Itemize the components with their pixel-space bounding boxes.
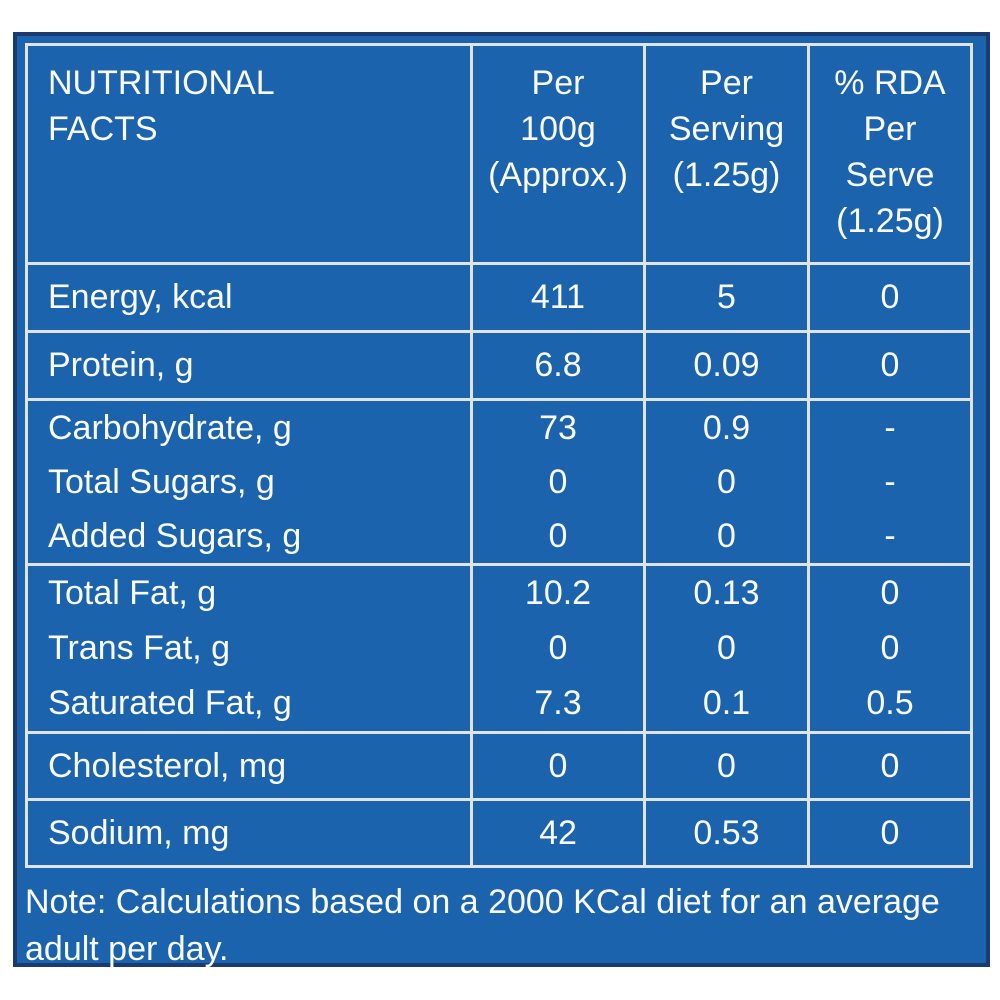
rda-cell: 0 — [807, 798, 973, 868]
header-line: Serve — [845, 156, 935, 194]
per-100g-cell: 0 — [470, 731, 646, 801]
nutrient-label: Cholesterol, mg — [48, 746, 287, 785]
per-serving-cell: 0.53 — [643, 798, 810, 868]
header-nutritional-facts: NUTRITIONAL FACTS — [25, 43, 473, 265]
nutrient-value: 7.3 — [534, 684, 582, 722]
per-serving-cell: 0 — [643, 731, 810, 801]
header-line: NUTRITIONAL — [48, 64, 275, 102]
row-label-cell: Protein, g — [25, 330, 473, 401]
nutrient-value: 0.5 — [866, 684, 914, 722]
header-line: (Approx.) — [488, 156, 628, 194]
nutrient-value: 0 — [880, 574, 900, 612]
per-100g-cell: 411 — [470, 262, 646, 333]
header-per-serving: Per Serving (1.25g) — [643, 43, 810, 265]
per-100g-cell: 73 0 0 — [470, 398, 646, 566]
header-line: (1.25g) — [836, 202, 944, 240]
nutrient-value: 0 — [548, 746, 568, 785]
header-rda-per-serve: % RDA Per Serve (1.25g) — [807, 43, 973, 265]
nutrient-label: Sodium, mg — [48, 813, 230, 852]
nutrition-facts-table: NUTRITIONAL FACTS Per 100g (Approx.) Per… — [25, 43, 973, 868]
per-100g-cell: 42 — [470, 798, 646, 868]
row-label-cell: Energy, kcal — [25, 262, 473, 333]
header-line: 100g — [520, 110, 596, 148]
per-100g-cell: 6.8 — [470, 330, 646, 401]
nutrient-label: Total Fat, g — [48, 574, 217, 612]
per-serving-cell: 0.9 0 0 — [643, 398, 810, 566]
nutrient-label: Added Sugars, g — [48, 517, 302, 555]
per-100g-cell: 10.2 0 7.3 — [470, 563, 646, 734]
table-row-energy: Energy, kcal 411 5 0 — [25, 262, 973, 333]
rda-cell: 0 0 0.5 — [807, 563, 973, 734]
table-row-protein: Protein, g 6.8 0.09 0 — [25, 330, 973, 401]
header-line: Per — [700, 64, 753, 102]
nutrient-value: - — [884, 409, 896, 447]
nutrient-label: Total Sugars, g — [48, 463, 275, 501]
table-row-fat-group: Total Fat, g Trans Fat, g Saturated Fat,… — [25, 563, 973, 734]
nutrient-value: 0 — [717, 746, 736, 785]
nutrient-value: 0.13 — [693, 574, 760, 612]
header-line: FACTS — [48, 110, 158, 148]
header-line: Per — [863, 110, 917, 148]
rda-cell: 0 — [807, 330, 973, 401]
nutrient-value: 42 — [539, 813, 577, 852]
nutrient-value: 6.8 — [534, 346, 582, 384]
nutrition-label-panel: NUTRITIONAL FACTS Per 100g (Approx.) Per… — [13, 32, 990, 968]
nutrient-value: 0.9 — [702, 409, 751, 447]
nutrient-value: 0 — [717, 629, 736, 667]
nutrient-label: Energy, kcal — [48, 278, 233, 316]
nutrient-value: 0 — [880, 629, 900, 667]
nutrient-value: 0 — [717, 463, 736, 501]
row-label-cell: Carbohydrate, g Total Sugars, g Added Su… — [25, 398, 473, 566]
nutrient-value: 0 — [880, 813, 900, 852]
nutrient-value: 411 — [530, 278, 586, 316]
nutrient-value: 0.1 — [702, 684, 751, 722]
nutrient-value: 0.09 — [693, 346, 760, 384]
nutrient-value: 5 — [717, 278, 736, 316]
header-line: % RDA — [834, 64, 946, 102]
nutrient-label: Saturated Fat, g — [48, 684, 292, 722]
table-header-row: NUTRITIONAL FACTS Per 100g (Approx.) Per… — [25, 43, 973, 265]
note-text: Note: Calculations based on a 2000 KCal … — [25, 883, 940, 968]
table-row-sodium: Sodium, mg 42 0.53 0 — [25, 798, 973, 868]
nutrient-value: 0 — [880, 346, 900, 384]
row-label-cell: Sodium, mg — [25, 798, 473, 868]
row-label-cell: Cholesterol, mg — [25, 731, 473, 801]
row-label-cell: Total Fat, g Trans Fat, g Saturated Fat,… — [25, 563, 473, 734]
header-line: (1.25g) — [672, 156, 781, 194]
nutrient-value: - — [884, 517, 896, 555]
per-serving-cell: 0.09 — [643, 330, 810, 401]
nutrient-label: Carbohydrate, g — [48, 409, 292, 447]
header-line: Per — [531, 64, 585, 102]
nutrient-value: 10.2 — [524, 574, 592, 612]
table-row-cholesterol: Cholesterol, mg 0 0 0 — [25, 731, 973, 801]
nutrient-value: - — [884, 463, 896, 501]
nutrient-value: 73 — [539, 409, 577, 447]
nutrient-value: 0 — [548, 629, 568, 667]
nutrient-value: 0 — [548, 463, 568, 501]
per-serving-cell: 5 — [643, 262, 810, 333]
nutrient-value: 0 — [717, 517, 736, 555]
table-row-carbohydrate-group: Carbohydrate, g Total Sugars, g Added Su… — [25, 398, 973, 566]
nutrient-label: Trans Fat, g — [48, 629, 231, 667]
nutrient-value: 0 — [548, 517, 568, 555]
nutrient-value: 0.53 — [693, 813, 760, 852]
header-per-100g: Per 100g (Approx.) — [470, 43, 646, 265]
nutrient-value: 0 — [880, 746, 900, 785]
per-serving-cell: 0.13 0 0.1 — [643, 563, 810, 734]
header-line: Serving — [668, 110, 785, 148]
nutrient-value: 0 — [880, 278, 900, 316]
rda-cell: 0 — [807, 731, 973, 801]
rda-cell: 0 — [807, 262, 973, 333]
nutrient-label: Protein, g — [48, 346, 194, 384]
rda-cell: - - - — [807, 398, 973, 566]
